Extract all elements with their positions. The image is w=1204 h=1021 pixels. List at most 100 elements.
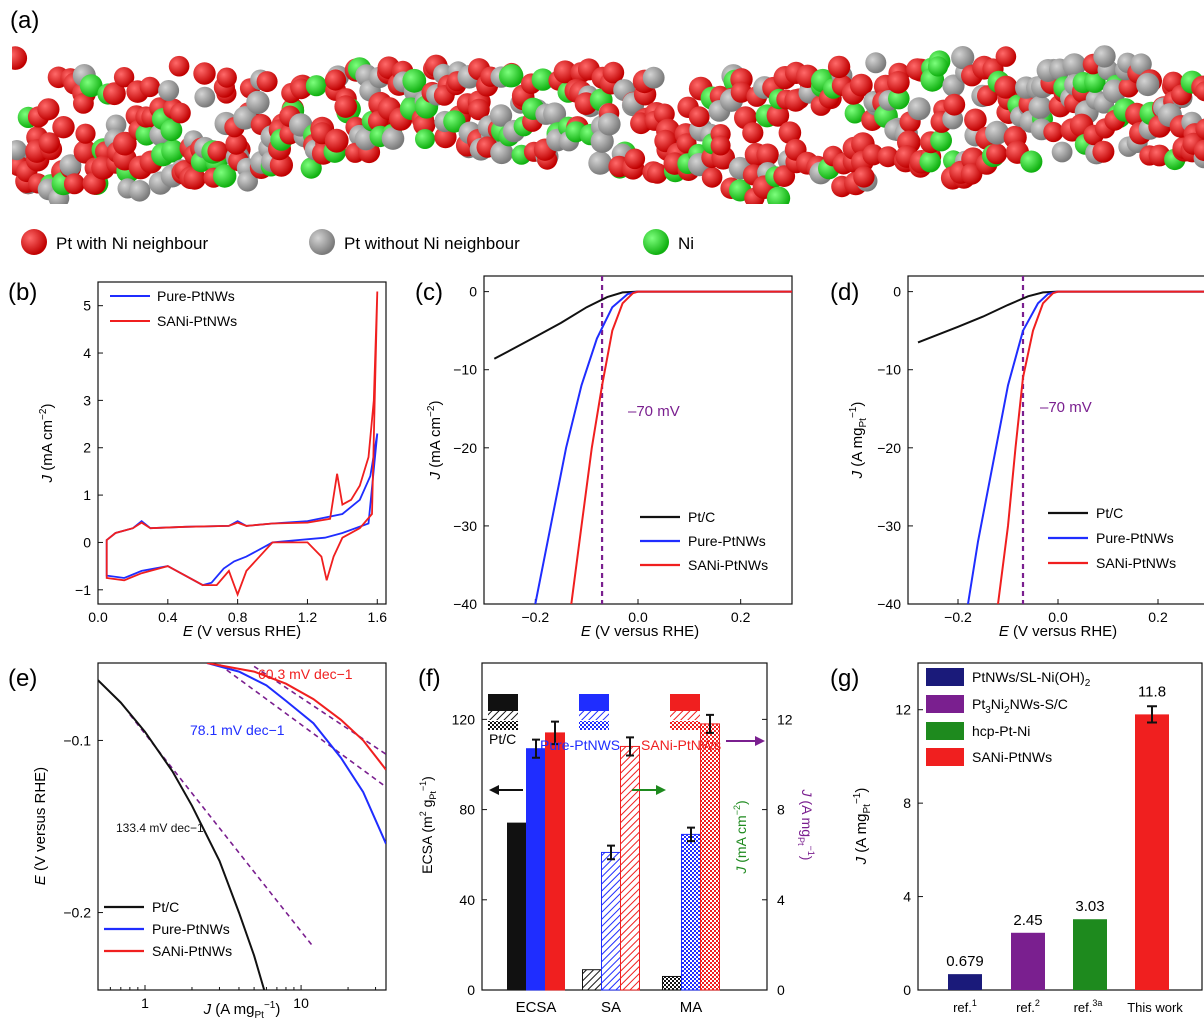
panel-label-f: (f): [418, 665, 441, 692]
atom-pt-ni: [853, 166, 875, 188]
bar-2: [1073, 919, 1107, 990]
atom-pt-ni: [113, 67, 135, 88]
bars-g: 0.679 2.45 3.03 11.8: [946, 683, 1169, 990]
atom-pt-ni: [1195, 118, 1204, 140]
series-c: [493, 276, 792, 604]
y-tick-label: −30: [453, 518, 477, 534]
atom-pt-ni: [943, 93, 966, 116]
x-tick-label: 10: [293, 995, 309, 1011]
legend-label-pt: Pt without Ni neighbour: [344, 234, 520, 253]
legend-swatch-ni: [643, 229, 669, 255]
error-bar: [706, 713, 714, 734]
atom-pt-ni: [468, 98, 490, 121]
xlabel-d: E (V versus RHE): [999, 623, 1117, 640]
atom-pt-ni: [624, 148, 646, 170]
atom-pt-ni: [170, 102, 191, 124]
series-line-ptc: [98, 679, 266, 990]
y-tick-label: 0: [903, 982, 911, 998]
y-tick-label: −40: [453, 596, 477, 612]
y-tick-label: −40: [877, 596, 901, 612]
axis-ticks-b: 0.0 0.4 0.8 1.2 1.6 −1 0 1 2 3 4 5: [75, 298, 387, 625]
x-tick-label: 0.0: [88, 609, 108, 625]
nanowire-image: [12, 45, 1204, 204]
legend-e: Pt/C Pure-PtNWs SANi-PtNWs: [104, 899, 232, 959]
tafel-label-pure: 78.1 mV dec−1: [190, 722, 285, 738]
panel-label-c: (c): [415, 279, 443, 306]
tafel-label-ptc: 133.4 mV dec−1: [116, 821, 204, 835]
bar-0: [948, 974, 982, 990]
panel-e: (e) 1 10 −0.2 −0.1 60.3 mV dec−1 78.1 mV de…: [8, 662, 387, 1021]
atom-pt-ni: [701, 167, 723, 188]
legend-label-sani-b: SANi-PtNWs: [157, 313, 237, 329]
atom-pt: [490, 141, 514, 165]
y-tick-label: 40: [459, 892, 475, 908]
atom-pt: [489, 104, 513, 127]
series-clip: [917, 276, 1204, 604]
atom-ni: [300, 157, 322, 179]
annotation-d: –70 mV: [1040, 399, 1092, 416]
panel-label-a: (a): [10, 7, 39, 34]
legend-label-ptc-f: Pt/C: [489, 731, 516, 747]
series-clip: [493, 276, 792, 604]
atom-pt: [907, 97, 931, 121]
atom-pt-ni: [324, 69, 347, 91]
legend-d: Pt/C Pure-PtNWs SANi-PtNWs: [1048, 505, 1176, 571]
legend-swatch-this: [926, 748, 964, 766]
atom-ni: [888, 87, 910, 110]
y-right-tick-label: 4: [777, 892, 785, 908]
atom-pt: [128, 180, 151, 202]
y-tick-label: −0.1: [63, 732, 91, 748]
atom-pt-ni: [168, 55, 190, 77]
atom-pt: [1130, 53, 1152, 75]
atom-pt-ni: [112, 131, 137, 156]
y-tick-label: 4: [903, 889, 911, 905]
series-line-saniptnws: [570, 290, 792, 604]
bar-sa-pureptnws: [601, 851, 621, 991]
atom-pt: [1093, 45, 1116, 68]
atom-pt-ni: [742, 122, 764, 144]
panel-d: (d) −0.2 0.0 0.2 −40 −30 −20 −10 0 –70 mV E (V …: [830, 275, 1204, 640]
bar-ma-saniptnws: [700, 723, 720, 991]
error-bar: [1147, 705, 1157, 724]
atom-ni: [500, 63, 524, 88]
ylabel-right1-f: J (mA cm−2): [732, 800, 749, 874]
tafel-fit-line: [219, 664, 386, 788]
y-tick-label: 3: [83, 392, 91, 408]
x-tick-label: −0.2: [522, 609, 550, 625]
y-tick-label: 5: [83, 298, 91, 314]
legend-swatch-pt: [309, 229, 335, 255]
atom-legend: Pt with Ni neighbour Pt without Ni neigh…: [21, 229, 694, 255]
atom-pt: [1051, 141, 1073, 163]
legend-label-ptc-e: Pt/C: [152, 899, 179, 915]
panel-label-b: (b): [8, 279, 37, 306]
atom-ni: [844, 102, 866, 124]
atom-ni: [443, 110, 466, 133]
series-line-ptc: [917, 290, 1204, 344]
legend-label-pure-b: Pure-PtNWs: [157, 288, 235, 304]
xlabel-c: E (V versus RHE): [581, 623, 699, 640]
plot-frame-c: [483, 275, 793, 605]
y-tick-label: 0: [469, 284, 477, 300]
atom-ni: [79, 74, 103, 98]
series-line-saniptnws: [206, 663, 386, 771]
axis-ticks-g: 0 4 8 12: [895, 702, 923, 998]
atom-pt-ni: [256, 71, 278, 93]
y-tick-label: 1: [83, 487, 91, 503]
y-tick-label: −30: [877, 518, 901, 534]
atom-pt-ni: [778, 121, 802, 144]
atom-pt: [59, 154, 82, 177]
plot-frame-e: [97, 662, 387, 991]
bar-sa-ptc: [582, 969, 602, 991]
atom-pt-ni: [1043, 121, 1064, 143]
panel-g: (g) 0 4 8 12 0.679 2.45 3.03 11.8 PtNWs/SL-Ni(…: [830, 662, 1203, 1015]
atom-pt-ni: [1195, 81, 1204, 102]
atom-pt-ni: [964, 108, 987, 132]
legend-swatch-ref3: [926, 722, 964, 740]
legend-swatch-pure-check: [579, 721, 609, 730]
series-line-saniptnws: [105, 291, 379, 598]
error-bar: [626, 736, 634, 757]
y-tick-label: 0: [893, 284, 901, 300]
legend-f: Pt/C Pure-PtNWS SANi-PtNWs: [488, 694, 721, 753]
y-tick-label: 12: [895, 702, 911, 718]
